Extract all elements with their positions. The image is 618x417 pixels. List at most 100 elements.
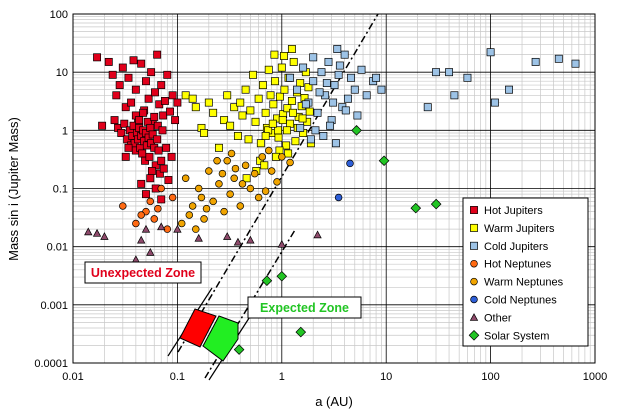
warm-jupiters-point	[287, 45, 296, 53]
hot-jupiters-point	[129, 56, 138, 65]
cold-jupiters-point	[505, 85, 513, 94]
hot-jupiters-point	[124, 73, 133, 82]
warm-jupiters-point	[259, 81, 267, 90]
warm-jupiters-point	[242, 174, 251, 183]
hot-jupiters-point	[153, 135, 162, 144]
cold-jupiters-point	[554, 54, 563, 63]
cold-jupiters-point	[329, 98, 338, 107]
hot-neptunes-point	[146, 197, 155, 206]
solar-system-point	[351, 125, 362, 136]
hot-jupiters-point	[112, 91, 121, 100]
hot-jupiters-point	[142, 77, 150, 86]
cold-jupiters-point	[299, 63, 308, 72]
warm-jupiters-point	[254, 94, 263, 103]
hot-jupiters-point	[93, 53, 102, 62]
warm-jupiters-point	[214, 143, 223, 152]
warm-jupiters-point	[251, 117, 260, 126]
cold-jupiters-point	[311, 126, 320, 135]
y-tick-label: 10	[56, 67, 68, 79]
hot-jupiters-point	[168, 91, 177, 100]
hot-jupiters-point	[147, 167, 156, 175]
warm-neptunes-point	[220, 207, 228, 216]
warm-jupiters-point	[264, 65, 273, 74]
hot-jupiters-point	[163, 70, 172, 79]
other-point	[84, 227, 93, 236]
unexpected-zone-box	[84, 261, 202, 284]
other-point	[100, 232, 109, 240]
cold-jupiters-point	[309, 77, 318, 86]
warm-jupiters-point	[283, 104, 292, 113]
hot-jupiters-point	[164, 176, 173, 184]
hot-jupiters-point	[120, 119, 129, 128]
warm-neptunes-point	[238, 180, 247, 188]
cold-jupiters-point	[531, 57, 540, 66]
cold-jupiters-point	[296, 123, 305, 132]
legend-label-solar-system: Solar System	[484, 330, 549, 342]
warm-neptunes-point	[205, 167, 213, 175]
cold-jupiters-point	[326, 121, 335, 130]
hot-jupiters-point	[138, 149, 147, 158]
cold-jupiters-point	[330, 81, 339, 90]
cold-jupiters-point	[335, 61, 344, 70]
other-point	[194, 233, 203, 242]
cold-jupiters-point	[306, 135, 315, 144]
warm-jupiters-point	[246, 106, 255, 115]
other-point	[223, 232, 232, 240]
warm-neptunes-point	[231, 164, 240, 173]
unexpected-zone-label: Unexpected Zone	[91, 266, 195, 280]
warm-jupiters-point	[200, 129, 209, 137]
hot-neptunes-point	[137, 211, 145, 219]
warm-neptunes-point	[185, 211, 194, 219]
warm-jupiters-point	[256, 139, 265, 148]
hot-jupiters-point	[121, 152, 130, 161]
warm-neptunes-point	[181, 174, 190, 183]
hot-jupiters-point	[159, 111, 168, 120]
cold-jupiters-point	[357, 65, 366, 74]
warm-neptunes-point	[241, 161, 250, 170]
hot-jupiters-point	[154, 146, 163, 155]
legend-marker-hot-neptunes	[470, 259, 478, 268]
warm-jupiters-point	[274, 133, 283, 142]
y-axis-title: Mass sin i (Jupiter Mass)	[6, 117, 21, 261]
warm-neptunes-point	[254, 193, 263, 202]
warm-jupiters-point	[268, 119, 277, 128]
other-point	[173, 224, 182, 233]
x-tick-label: 0.01	[62, 371, 83, 383]
legend-label-cold-jupiters: Cold Jupiters	[484, 241, 549, 253]
legend-marker-cold-jupiters	[470, 241, 478, 250]
hot-jupiters-point	[147, 68, 156, 77]
warm-jupiters-point	[244, 135, 253, 144]
warm-jupiters-point	[188, 94, 197, 103]
cold-jupiters-point	[331, 139, 340, 148]
warm-jupiters-point	[241, 85, 250, 94]
other-point	[92, 228, 102, 237]
expected-zone-marker	[202, 315, 239, 362]
hot-jupiters-point	[166, 107, 174, 116]
hot-jupiters-point	[104, 57, 113, 66]
warm-jupiters-point	[209, 108, 218, 117]
legend-marker-warm-jupiters	[470, 223, 478, 232]
cold-jupiters-point	[490, 98, 499, 107]
hot-jupiters-point	[157, 156, 166, 165]
legend-box	[462, 197, 589, 347]
warm-neptunes-point	[227, 149, 236, 158]
other-point	[277, 239, 286, 248]
warm-jupiters-point	[289, 57, 298, 66]
legend: Hot Jupiters Warm Jupiters Cold Jupiters Ho…	[462, 197, 589, 347]
warm-jupiters-point	[233, 132, 242, 140]
warm-neptunes-point	[202, 204, 211, 213]
legend-label-hot-neptunes: Hot Neptunes	[484, 259, 552, 271]
warm-neptunes-point	[278, 153, 286, 161]
hot-jupiters-point	[117, 129, 126, 137]
warm-jupiters-point	[274, 126, 282, 135]
y-tick-label: 0.1	[53, 184, 68, 196]
warm-neptunes-point	[223, 156, 231, 165]
cold-jupiters-point	[362, 91, 371, 100]
cold-jupiters-point	[286, 73, 295, 82]
hot-jupiters-point	[150, 112, 159, 121]
cold-jupiters-point	[486, 48, 495, 57]
cold-jupiters-point	[571, 59, 580, 68]
solar-system-point	[430, 198, 442, 210]
warm-jupiters-point	[270, 50, 279, 59]
